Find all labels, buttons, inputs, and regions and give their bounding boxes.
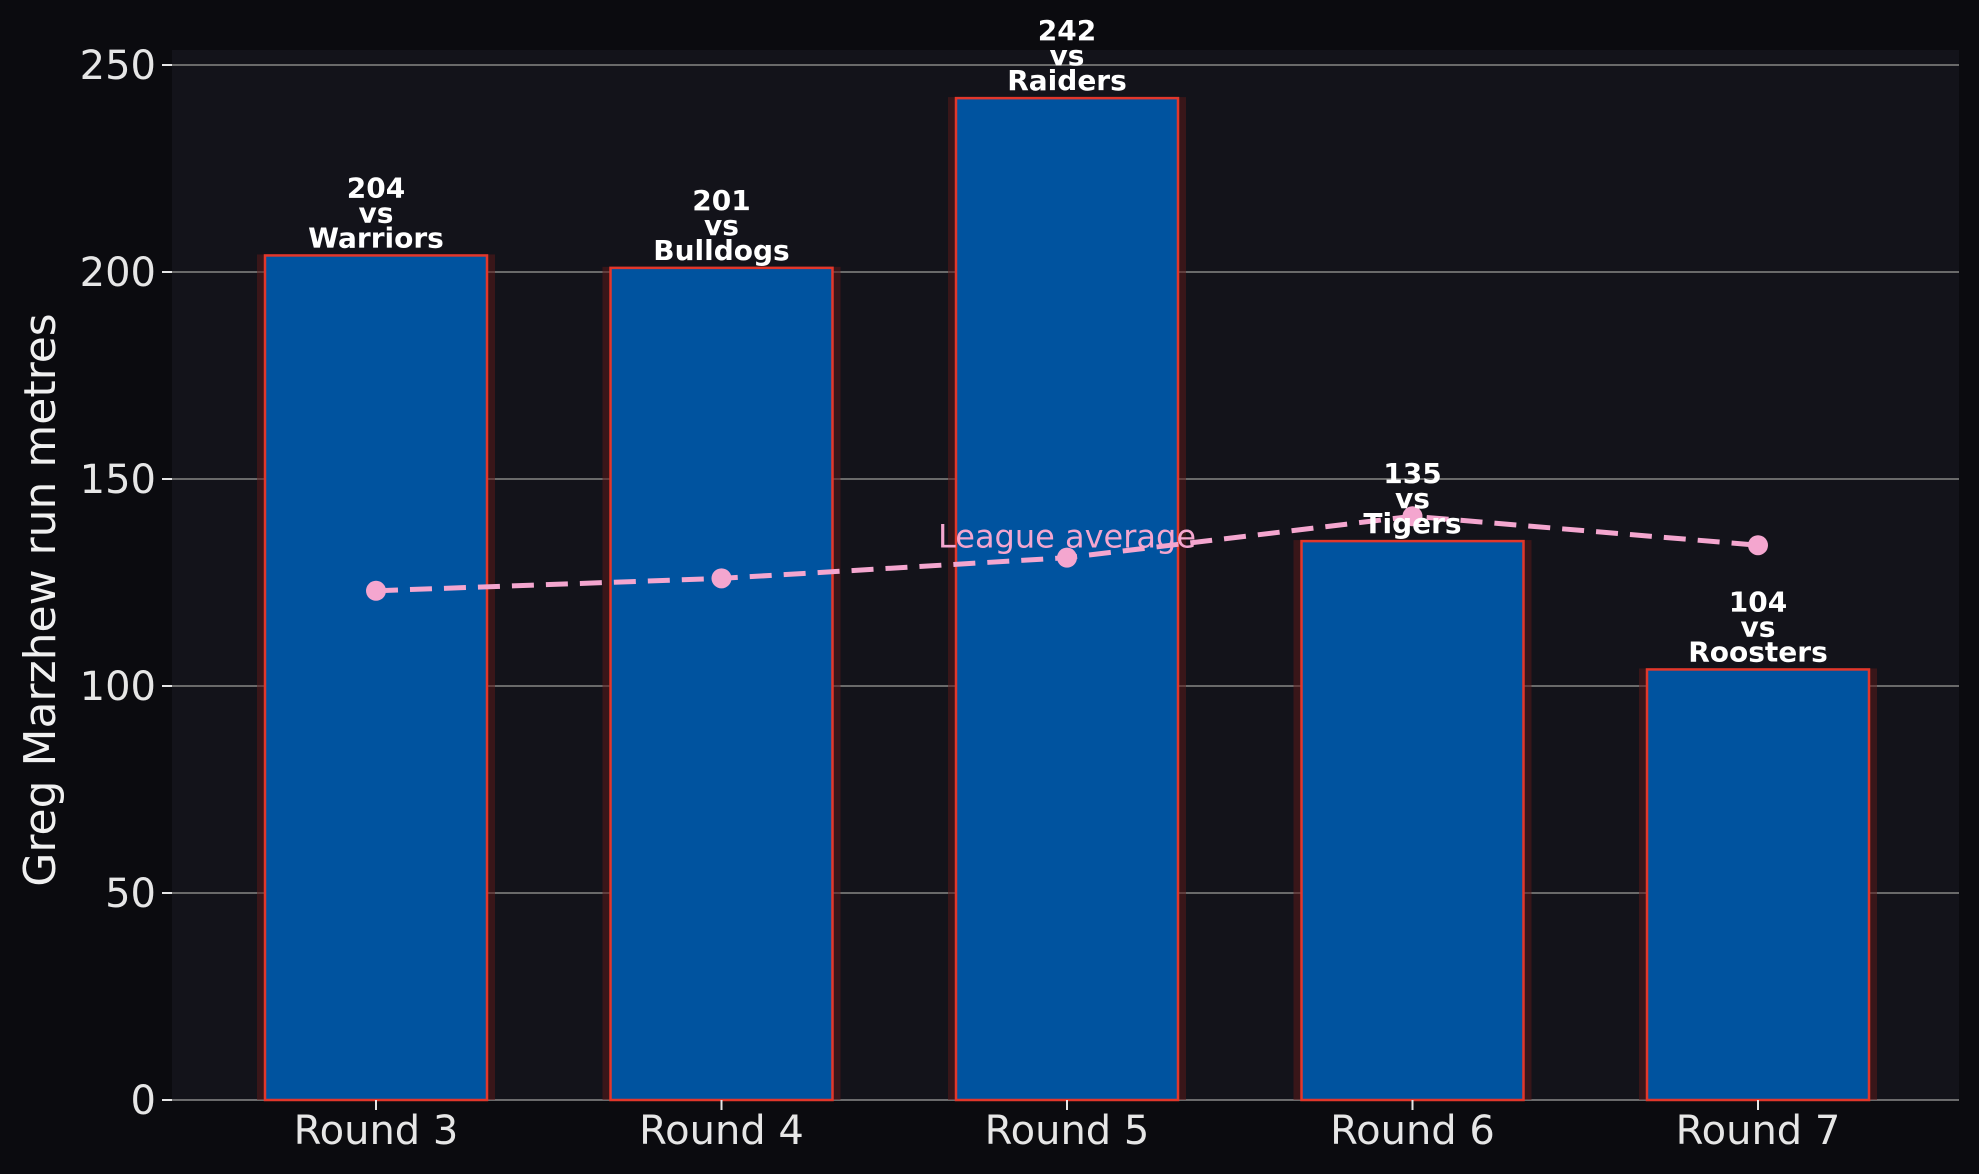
bars [257, 96, 1877, 1102]
y-axis-ticks: 0 50 100 150 200 250 [80, 43, 172, 1124]
bar-value-label: 204 [347, 171, 405, 204]
y-tick-label: 100 [80, 664, 156, 710]
bar-vs-label: vs [1395, 482, 1430, 515]
x-tick-label: Round 4 [639, 1108, 804, 1154]
bar-opponent-label: Warriors [308, 221, 444, 254]
y-tick-label: 0 [131, 1078, 156, 1124]
bar-value-label: 242 [1038, 14, 1096, 47]
bar-labels: 204vsWarriors201vsBulldogs242vsRaiders13… [308, 14, 1828, 668]
x-axis-ticks: Round 3 Round 4 Round 5 Round 6 Round 7 [294, 1100, 1841, 1154]
league-average-line: League average [366, 506, 1768, 601]
bar-opponent-label: Roosters [1688, 635, 1828, 668]
bar-opponent-label: Bulldogs [653, 234, 789, 267]
league-average-point [366, 580, 386, 601]
bar [1645, 668, 1871, 1102]
bar-value-label: 104 [1729, 585, 1787, 618]
bar-vs-label: vs [1050, 39, 1085, 72]
x-tick-label: Round 6 [1330, 1108, 1495, 1154]
bar [263, 254, 489, 1102]
bar-opponent-label: Raiders [1007, 64, 1127, 97]
y-tick-label: 200 [80, 250, 156, 296]
league-average-point [1748, 535, 1768, 556]
y-axis-label: Greg Marzhew run metres [15, 313, 66, 886]
league-average-point [711, 568, 732, 589]
league-average-point [1402, 506, 1423, 527]
bar-opponent-label: Tigers [1363, 507, 1461, 540]
league-average-point [1057, 547, 1077, 568]
y-tick-label: 250 [80, 43, 156, 89]
y-tick-label: 50 [105, 871, 156, 917]
y-tick-label: 150 [80, 457, 156, 503]
bar [954, 96, 1180, 1102]
bar-value-label: 201 [692, 184, 750, 217]
bar [1300, 539, 1525, 1102]
bar-vs-label: vs [1741, 610, 1776, 643]
bar-vs-label: vs [704, 209, 739, 242]
x-tick-label: Round 5 [985, 1108, 1150, 1154]
bar-value-label: 135 [1383, 457, 1441, 490]
bar [609, 266, 834, 1102]
x-tick-label: Round 7 [1676, 1108, 1841, 1154]
bar-vs-label: vs [359, 196, 394, 229]
league-average-label: League average [938, 518, 1196, 556]
x-tick-label: Round 3 [294, 1108, 459, 1154]
